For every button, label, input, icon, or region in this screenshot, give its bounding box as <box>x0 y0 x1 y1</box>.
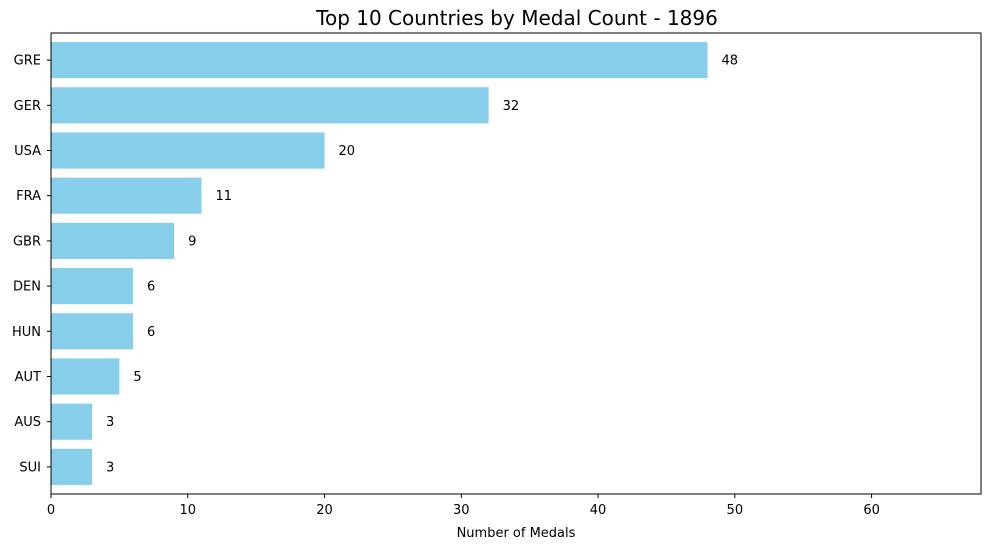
y-tick-label-aus: AUS <box>14 415 41 430</box>
y-tick-label-sui: SUI <box>19 460 41 475</box>
x-axis-ticks: 0 10 20 30 40 50 60 <box>47 494 880 518</box>
bar-value-label-sui: 3 <box>106 460 114 475</box>
bar-aut <box>51 358 120 395</box>
bar-labels-group: 48 32 20 11 9 6 6 5 3 3 <box>106 54 738 476</box>
chart-title: Top 10 Countries by Medal Count - 1896 <box>315 6 718 30</box>
bar-aus <box>51 403 93 440</box>
y-tick-label-ger: GER <box>14 99 41 114</box>
bar-gre <box>51 42 708 79</box>
bar-value-label-aut: 5 <box>133 370 141 385</box>
y-tick-label-hun: HUN <box>12 325 41 340</box>
y-tick-label-usa: USA <box>14 144 41 159</box>
bar-den <box>51 268 134 305</box>
y-tick-label-aut: AUT <box>15 370 41 385</box>
x-tick-label-30: 30 <box>453 503 470 518</box>
x-tick-label-50: 50 <box>727 503 744 518</box>
y-tick-label-gre: GRE <box>14 54 41 69</box>
bar-value-label-usa: 20 <box>339 144 356 159</box>
x-tick-label-40: 40 <box>590 503 607 518</box>
bar-value-label-den: 6 <box>147 280 155 295</box>
bar-gbr <box>51 222 175 259</box>
bar-value-label-hun: 6 <box>147 325 155 340</box>
bar-value-label-aus: 3 <box>106 415 114 430</box>
bar-usa <box>51 132 325 169</box>
bar-value-label-gbr: 9 <box>188 234 196 249</box>
y-tick-label-den: DEN <box>13 280 41 295</box>
bar-fra <box>51 177 202 214</box>
plot-frame <box>50 32 982 495</box>
bar-value-label-ger: 32 <box>503 99 520 114</box>
y-axis-ticks: GRE GER USA FRA GBR DEN HUN AUT AUS SUI <box>12 54 51 475</box>
bar-hun <box>51 313 134 350</box>
bar-ger <box>51 87 489 124</box>
x-tick-label-60: 60 <box>863 503 880 518</box>
bar-value-label-gre: 48 <box>721 54 738 69</box>
bar-sui <box>51 448 93 485</box>
y-tick-label-fra: FRA <box>16 189 41 204</box>
x-tick-label-10: 10 <box>179 503 196 518</box>
bars-group <box>51 42 708 485</box>
bar-value-label-fra: 11 <box>215 189 232 204</box>
x-tick-label-0: 0 <box>47 503 55 518</box>
x-axis-label: Number of Medals <box>457 526 576 541</box>
y-tick-label-gbr: GBR <box>13 234 41 249</box>
x-tick-label-20: 20 <box>316 503 333 518</box>
